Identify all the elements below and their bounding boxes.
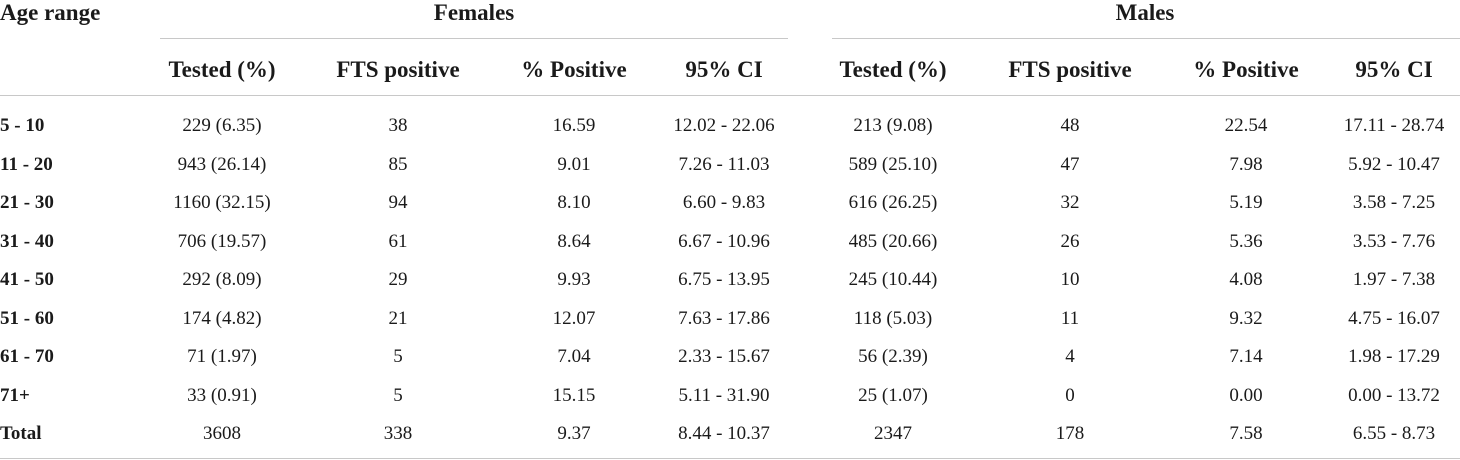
column-header-male-fts-positive: FTS positive xyxy=(1008,57,1132,82)
female-pct-positive-cell: 9.93 xyxy=(557,269,591,290)
age-range-cell: Total xyxy=(0,423,42,444)
female-ci-95-cell: 7.26 - 11.03 xyxy=(678,154,770,175)
female-ci-95-cell: 6.60 - 9.83 xyxy=(682,192,766,213)
female-ci-95-cell: 6.67 - 10.96 xyxy=(678,231,770,252)
male-pct-positive-cell: 5.36 xyxy=(1229,231,1263,252)
female-fts-positive-cell: 5 xyxy=(393,346,403,367)
column-header-male-pct-positive: % Positive xyxy=(1193,57,1299,82)
age-range-cell: 21 - 30 xyxy=(0,192,54,213)
male-ci-95-cell: 3.53 - 7.76 xyxy=(1352,231,1436,252)
column-header-female-pct-positive: % Positive xyxy=(521,57,627,82)
male-ci-95-cell: 4.75 - 16.07 xyxy=(1348,308,1440,329)
female-fts-positive-cell: 85 xyxy=(388,154,408,175)
male-ci-95-cell: 3.58 - 7.25 xyxy=(1352,192,1436,213)
male-tested-pct-cell: 245 (10.44) xyxy=(848,269,938,290)
age-range-cell: 51 - 60 xyxy=(0,308,54,329)
male-fts-positive-cell: 10 xyxy=(1060,269,1080,290)
column-header-female-tested-pct: Tested (%) xyxy=(168,57,276,82)
group-header-females: Females xyxy=(433,0,515,25)
female-tested-pct-cell: 3608 xyxy=(203,423,241,444)
age-range-cell: 11 - 20 xyxy=(0,154,53,175)
column-header-female-fts-positive: FTS positive xyxy=(336,57,460,82)
female-fts-positive-cell: 5 xyxy=(393,385,403,406)
male-tested-pct-cell: 485 (20.66) xyxy=(848,231,938,252)
female-pct-positive-cell: 9.01 xyxy=(557,154,591,175)
male-ci-95-cell: 1.97 - 7.38 xyxy=(1352,269,1436,290)
male-tested-pct-cell: 25 (1.07) xyxy=(858,385,928,406)
group-header-males: Males xyxy=(1115,0,1175,25)
male-fts-positive-cell: 26 xyxy=(1060,231,1080,252)
male-ci-95-cell: 0.00 - 13.72 xyxy=(1348,385,1440,406)
female-pct-positive-cell: 8.10 xyxy=(557,192,591,213)
male-tested-pct-cell: 2347 xyxy=(874,423,912,444)
female-pct-positive-cell: 12.07 xyxy=(552,308,596,329)
female-tested-pct-cell: 943 (26.14) xyxy=(177,154,267,175)
age-range-cell: 5 - 10 xyxy=(0,115,45,136)
female-fts-positive-cell: 38 xyxy=(388,115,408,136)
male-tested-pct-cell: 616 (26.25) xyxy=(848,192,938,213)
female-ci-95-cell: 5.11 - 31.90 xyxy=(678,385,770,406)
age-range-cell: 61 - 70 xyxy=(0,346,54,367)
male-ci-95-cell: 5.92 - 10.47 xyxy=(1348,154,1440,175)
stub-header: Age range xyxy=(0,0,101,25)
female-fts-positive-cell: 61 xyxy=(388,231,408,252)
table-bottom-rule xyxy=(0,458,1460,459)
female-tested-pct-cell: 33 (0.91) xyxy=(187,385,257,406)
female-ci-95-cell: 12.02 - 22.06 xyxy=(673,115,775,136)
male-fts-positive-cell: 11 xyxy=(1060,308,1080,329)
male-fts-positive-cell: 48 xyxy=(1060,115,1080,136)
column-header-male-tested-pct: Tested (%) xyxy=(839,57,947,82)
male-fts-positive-cell: 4 xyxy=(1065,346,1075,367)
male-tested-pct-cell: 589 (25.10) xyxy=(848,154,938,175)
male-pct-positive-cell: 22.54 xyxy=(1224,115,1268,136)
male-fts-positive-cell: 0 xyxy=(1065,385,1075,406)
male-fts-positive-cell: 32 xyxy=(1060,192,1080,213)
male-pct-positive-cell: 9.32 xyxy=(1229,308,1263,329)
age-range-cell: 41 - 50 xyxy=(0,269,54,290)
age-range-cell: 31 - 40 xyxy=(0,231,54,252)
male-pct-positive-cell: 4.08 xyxy=(1229,269,1263,290)
female-tested-pct-cell: 292 (8.09) xyxy=(182,269,262,290)
female-pct-positive-cell: 8.64 xyxy=(557,231,591,252)
male-tested-pct-cell: 118 (5.03) xyxy=(853,308,933,329)
female-tested-pct-cell: 174 (4.82) xyxy=(182,308,262,329)
male-pct-positive-cell: 7.14 xyxy=(1229,346,1263,367)
females-group-rule xyxy=(160,38,788,39)
male-pct-positive-cell: 7.58 xyxy=(1229,423,1263,444)
male-pct-positive-cell: 7.98 xyxy=(1229,154,1263,175)
female-ci-95-cell: 8.44 - 10.37 xyxy=(678,423,770,444)
female-pct-positive-cell: 15.15 xyxy=(552,385,596,406)
male-fts-positive-cell: 47 xyxy=(1060,154,1080,175)
female-pct-positive-cell: 16.59 xyxy=(552,115,596,136)
column-header-female-ci-95: 95% CI xyxy=(685,57,763,82)
header-bottom-rule xyxy=(0,95,1460,96)
female-tested-pct-cell: 229 (6.35) xyxy=(182,115,262,136)
female-fts-positive-cell: 94 xyxy=(388,192,408,213)
female-tested-pct-cell: 71 (1.97) xyxy=(187,346,257,367)
male-ci-95-cell: 1.98 - 17.29 xyxy=(1348,346,1440,367)
male-tested-pct-cell: 213 (9.08) xyxy=(853,115,933,136)
female-ci-95-cell: 6.75 - 13.95 xyxy=(678,269,770,290)
male-ci-95-cell: 17.11 - 28.74 xyxy=(1343,115,1445,136)
column-header-male-ci-95: 95% CI xyxy=(1355,57,1433,82)
female-ci-95-cell: 2.33 - 15.67 xyxy=(678,346,770,367)
male-pct-positive-cell: 5.19 xyxy=(1229,192,1263,213)
female-fts-positive-cell: 29 xyxy=(388,269,408,290)
female-ci-95-cell: 7.63 - 17.86 xyxy=(678,308,770,329)
female-fts-positive-cell: 21 xyxy=(388,308,408,329)
males-group-rule xyxy=(832,38,1460,39)
male-ci-95-cell: 6.55 - 8.73 xyxy=(1352,423,1436,444)
female-fts-positive-cell: 338 xyxy=(383,423,413,444)
female-tested-pct-cell: 1160 (32.15) xyxy=(173,192,271,213)
female-pct-positive-cell: 7.04 xyxy=(557,346,591,367)
male-pct-positive-cell: 0.00 xyxy=(1229,385,1263,406)
female-pct-positive-cell: 9.37 xyxy=(557,423,591,444)
male-tested-pct-cell: 56 (2.39) xyxy=(858,346,928,367)
female-tested-pct-cell: 706 (19.57) xyxy=(177,231,267,252)
male-fts-positive-cell: 178 xyxy=(1055,423,1085,444)
age-range-cell: 71+ xyxy=(0,385,30,406)
